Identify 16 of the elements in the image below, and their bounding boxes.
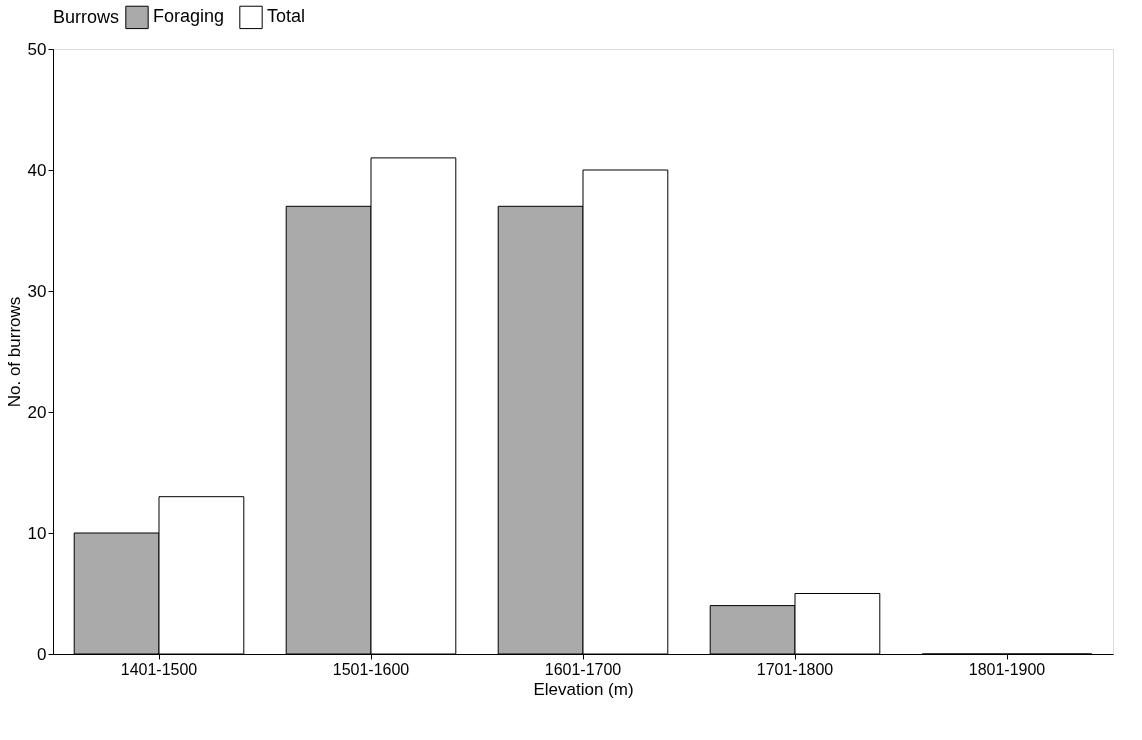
legend-label: Foraging — [153, 6, 225, 27]
legend-label: Total — [267, 6, 306, 27]
x-axis-title: Elevation (m) — [533, 679, 634, 699]
x-tick-label: 1601-1700 — [544, 660, 622, 678]
x-tick-label: 1801-1900 — [968, 660, 1046, 678]
x-tick-label: 1501-1600 — [332, 660, 410, 678]
y-tick-label: 0 — [37, 644, 47, 664]
y-tick-label: 20 — [27, 402, 47, 422]
y-tick-label: 50 — [27, 39, 47, 59]
x-tick-label: 1401-1500 — [120, 660, 198, 678]
y-axis-title: No. of burrows — [4, 296, 24, 408]
y-tick-label: 30 — [27, 281, 47, 301]
legend-title: Burrows — [53, 7, 120, 27]
y-tick-label: 10 — [27, 523, 47, 543]
y-tick-label: 40 — [27, 160, 47, 180]
x-tick-label: 1701-1800 — [756, 660, 834, 678]
